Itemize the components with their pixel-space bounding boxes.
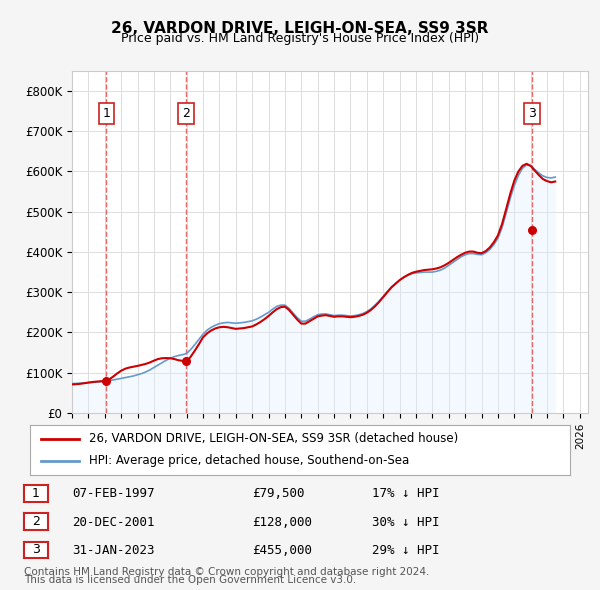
Point — [101, 376, 111, 386]
Text: 31-JAN-2023: 31-JAN-2023 — [72, 544, 155, 557]
Text: 07-FEB-1997: 07-FEB-1997 — [72, 487, 155, 500]
Text: 26, VARDON DRIVE, LEIGH-ON-SEA, SS9 3SR: 26, VARDON DRIVE, LEIGH-ON-SEA, SS9 3SR — [111, 21, 489, 35]
Text: 29% ↓ HPI: 29% ↓ HPI — [372, 544, 439, 557]
Text: £79,500: £79,500 — [252, 487, 305, 500]
Text: 2: 2 — [182, 107, 190, 120]
Text: 3: 3 — [528, 107, 536, 120]
Text: 17% ↓ HPI: 17% ↓ HPI — [372, 487, 439, 500]
Text: 20-DEC-2001: 20-DEC-2001 — [72, 516, 155, 529]
Text: This data is licensed under the Open Government Licence v3.0.: This data is licensed under the Open Gov… — [24, 575, 356, 585]
Text: 30% ↓ HPI: 30% ↓ HPI — [372, 516, 439, 529]
Text: 26, VARDON DRIVE, LEIGH-ON-SEA, SS9 3SR (detached house): 26, VARDON DRIVE, LEIGH-ON-SEA, SS9 3SR … — [89, 432, 458, 445]
Text: HPI: Average price, detached house, Southend-on-Sea: HPI: Average price, detached house, Sout… — [89, 454, 410, 467]
Text: 1: 1 — [32, 487, 40, 500]
Text: £455,000: £455,000 — [252, 544, 312, 557]
Point — [527, 225, 537, 235]
Point — [181, 357, 191, 366]
Text: Price paid vs. HM Land Registry's House Price Index (HPI): Price paid vs. HM Land Registry's House … — [121, 32, 479, 45]
Text: 1: 1 — [103, 107, 110, 120]
Text: 3: 3 — [32, 543, 40, 556]
Text: £128,000: £128,000 — [252, 516, 312, 529]
Text: Contains HM Land Registry data © Crown copyright and database right 2024.: Contains HM Land Registry data © Crown c… — [24, 567, 430, 577]
Text: 2: 2 — [32, 515, 40, 528]
